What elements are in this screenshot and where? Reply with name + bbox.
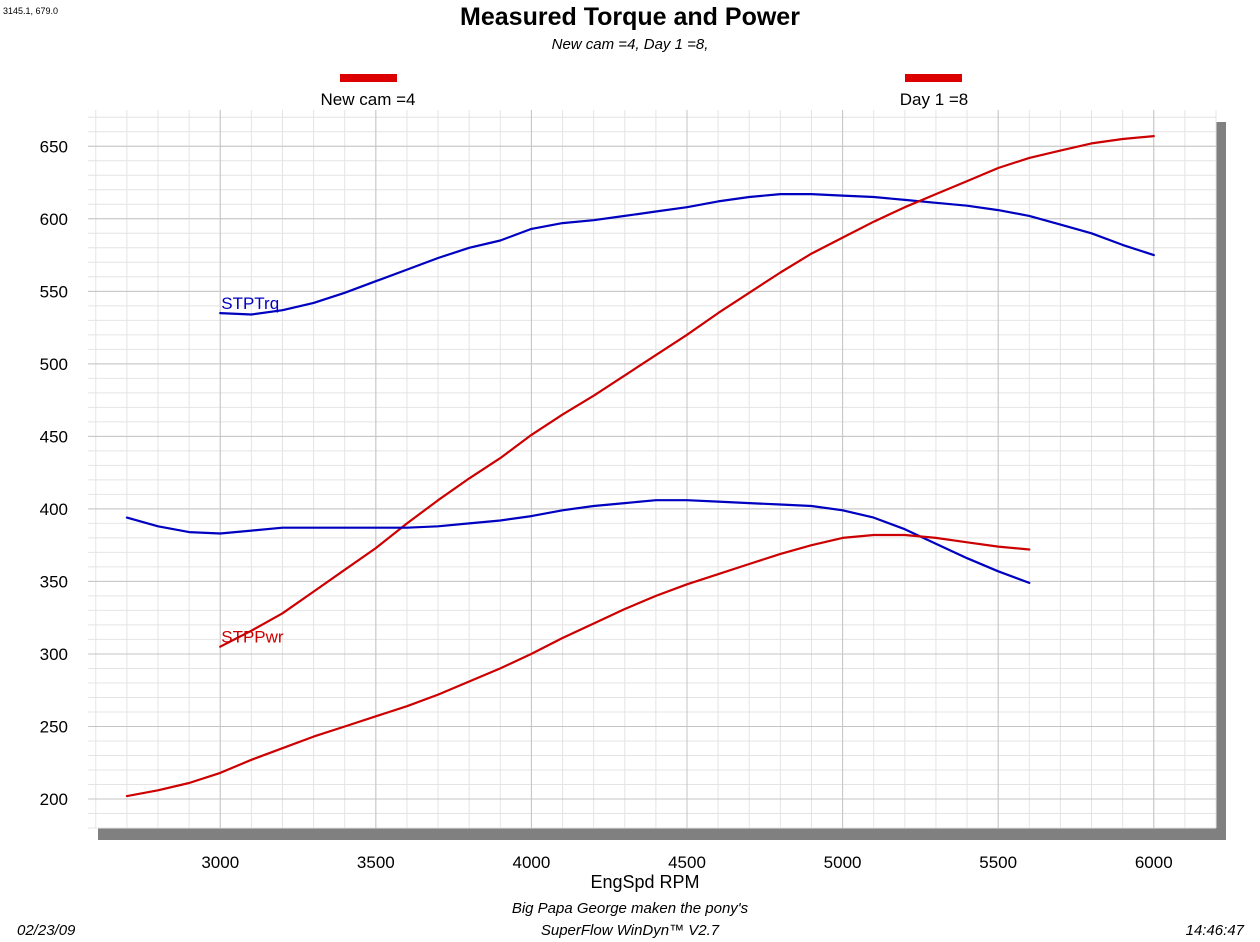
x-tick-label: 4000 [513,853,551,872]
x-tick-label: 5500 [979,853,1017,872]
x-tick-label: 4500 [668,853,706,872]
footer-date: 02/23/09 [17,922,76,939]
x-tick-label: 3000 [201,853,239,872]
series-line-day-1-8-stptrq [219,193,1155,316]
y-tick-label: 500 [40,355,68,374]
y-tick-label: 450 [40,427,68,446]
series-label-stptrq: STPTrq [221,294,279,313]
y-tick-label: 350 [40,572,68,591]
footer-software: SuperFlow WinDyn™ V2.7 [540,922,720,939]
legend-swatch-new-cam [340,74,397,82]
footer-note: Big Papa George maken the pony's [511,900,749,917]
series-line-day-1-8-stppwr [219,135,1155,648]
plot-area [88,110,1216,828]
series-line-new-cam-4-stptrq [125,499,1031,585]
legend-label-day-1: Day 1 =8 [899,90,969,109]
y-tick-label: 600 [40,210,68,229]
series-line-new-cam-4-stppwr [125,533,1031,798]
y-tick-label: 300 [40,645,68,664]
chart-title: Measured Torque and Power [460,3,800,31]
y-tick-label: 650 [40,137,68,156]
y-tick-label: 250 [40,717,68,736]
y-tick-label: 550 [40,282,68,301]
y-tick-label: 200 [40,790,68,809]
y-tick-label: 400 [40,500,68,519]
x-tick-label: 3500 [357,853,395,872]
cursor-coordinate-readout: 3145.1, 679.0 [3,6,59,16]
x-tick-label: 6000 [1135,853,1173,872]
footer-time: 14:46:47 [1185,922,1244,939]
x-axis-label: EngSpd RPM [590,872,700,892]
series-label-stppwr: STPPwr [221,628,284,647]
x-tick-label: 5000 [824,853,862,872]
legend-swatch-day-1 [905,74,962,82]
legend-label-new-cam: New cam =4 [320,90,416,109]
chart-subtitle: New cam =4, Day 1 =8, [551,36,709,53]
